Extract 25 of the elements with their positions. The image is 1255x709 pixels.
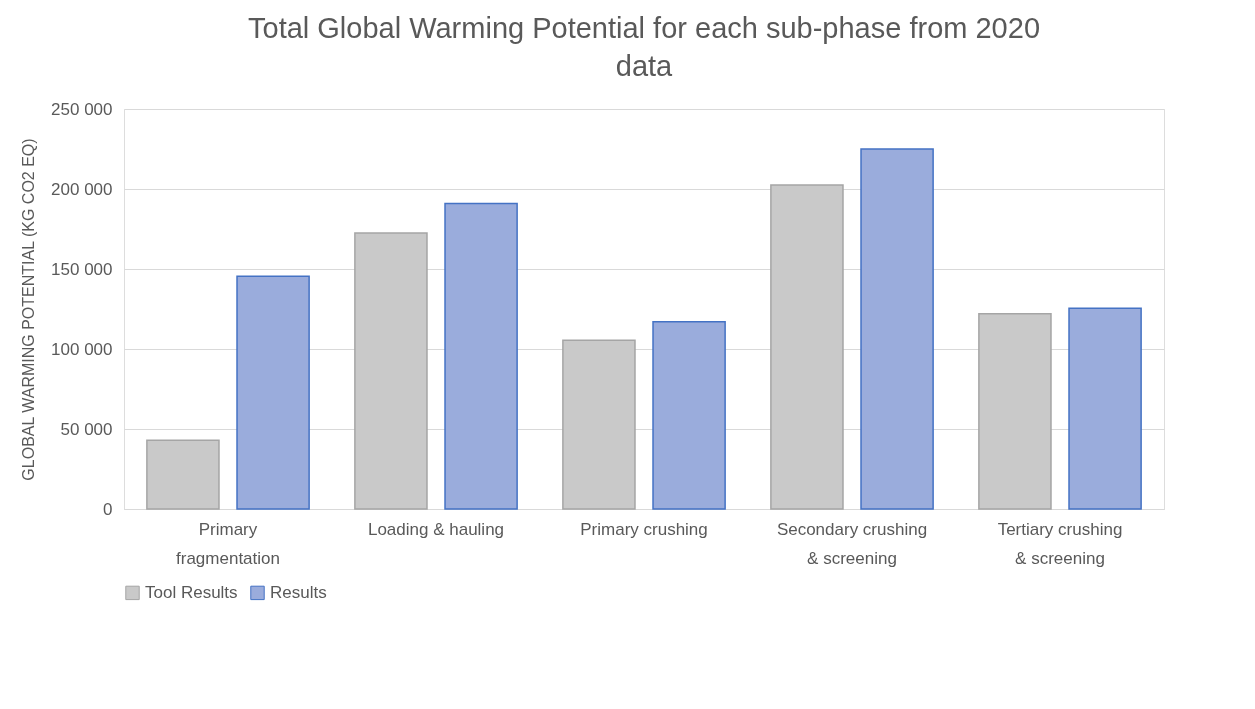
y-tick-label: 100 000 [51,339,113,359]
y-tick-label: 0 [103,499,113,519]
y-tick-label: 200 000 [51,179,113,199]
x-tick-label: Tertiary crushing & screening [997,519,1123,568]
x-tick-label: Primary crushing [580,519,708,539]
x-tick-label: Loading & hauling [367,519,505,539]
y-tick-label: 150 000 [51,259,113,279]
legend-label: Tool Results [145,582,238,602]
bar [978,313,1052,510]
bar [860,148,934,510]
y-axis-title: GLOBAL WARMING POTENTIAL (KG CO2 EQ) [20,138,38,481]
bar [770,184,844,510]
bar [562,339,636,510]
chart-title: Total Global Warming Potential for each sub-phase from 2020 data [247,12,1041,82]
bar [354,232,428,510]
bar [1068,307,1142,510]
legend-label: Results [270,582,327,602]
y-tick-label: 250 000 [51,99,113,119]
bar [236,275,310,510]
x-tick-label: Primary fragmentation [176,519,280,568]
bar [146,439,220,510]
y-tick-label: 50 000 [60,419,113,439]
x-tick-label: Secondary crushing & screening [776,519,928,568]
bar [652,321,726,510]
bar [444,202,518,510]
